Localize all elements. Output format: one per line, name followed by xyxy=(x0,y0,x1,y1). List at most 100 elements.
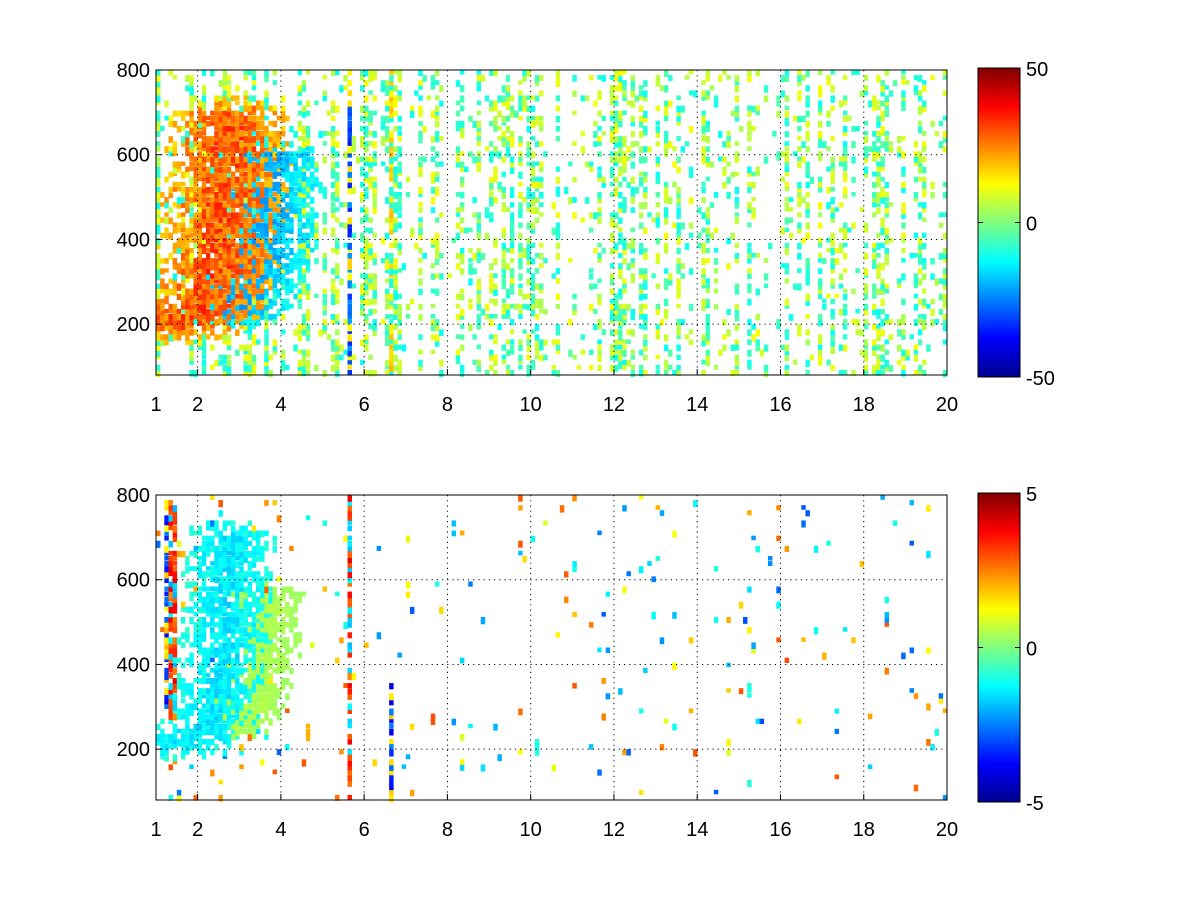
heatmap-cell xyxy=(193,166,198,172)
heatmap-cell xyxy=(534,344,540,351)
heatmap-cell xyxy=(917,329,923,336)
heatmap-cell xyxy=(189,268,194,275)
heatmap-cell xyxy=(285,642,290,649)
heatmap-cell xyxy=(235,166,240,173)
heatmap-cell xyxy=(239,688,244,695)
heatmap-cell xyxy=(872,146,877,152)
heatmap-cell xyxy=(201,606,207,614)
heatmap-cell xyxy=(305,283,311,291)
heatmap-cell xyxy=(372,156,377,163)
heatmap-cell xyxy=(359,247,365,253)
heatmap-cell xyxy=(260,672,265,679)
heatmap-cell xyxy=(297,652,303,659)
heatmap-cell xyxy=(222,202,228,208)
heatmap-cell xyxy=(264,703,269,709)
heatmap-cell xyxy=(205,298,211,305)
heatmap-cell xyxy=(876,308,881,315)
heatmap-cell xyxy=(501,268,506,274)
heatmap-cell xyxy=(272,70,278,76)
heatmap-cell xyxy=(222,525,228,532)
heatmap-cell xyxy=(222,166,228,173)
heatmap-cell xyxy=(805,70,810,78)
heatmap-cell xyxy=(876,115,881,123)
heatmap-cell xyxy=(393,263,398,270)
heatmap-cell xyxy=(805,298,810,307)
heatmap-cell xyxy=(851,192,856,197)
heatmap-cell xyxy=(397,90,402,96)
heatmap-cell xyxy=(364,227,369,233)
heatmap-cell xyxy=(876,344,881,351)
heatmap-cell xyxy=(842,141,848,147)
heatmap-cell xyxy=(239,303,244,311)
heatmap-cell xyxy=(251,647,257,653)
heatmap-cell xyxy=(264,273,269,280)
heatmap-cell xyxy=(230,202,236,208)
heatmap-cell xyxy=(884,70,890,76)
heatmap-cell xyxy=(751,324,756,330)
heatmap-cell xyxy=(497,186,502,192)
heatmap-cell xyxy=(884,359,890,368)
heatmap-cell xyxy=(164,637,169,645)
heatmap-cell xyxy=(305,136,311,142)
heatmap-cell xyxy=(297,237,303,244)
heatmap-cell xyxy=(180,749,186,756)
heatmap-cell xyxy=(156,181,161,187)
heatmap-cell xyxy=(876,253,881,258)
heatmap-cell xyxy=(655,171,661,179)
heatmap-cell xyxy=(255,212,261,217)
heatmap-cell xyxy=(555,115,561,123)
heatmap-cell xyxy=(239,581,244,589)
heatmap-cell xyxy=(455,192,461,197)
heatmap-cell xyxy=(226,678,232,685)
heatmap-cell xyxy=(747,70,752,77)
heatmap-cell xyxy=(251,556,257,564)
heatmap-cell xyxy=(330,105,336,113)
heatmap-cell xyxy=(264,601,269,609)
heatmap-cell xyxy=(201,561,207,567)
heatmap-cell xyxy=(201,632,207,639)
heatmap-cell xyxy=(222,540,228,548)
heatmap-cell xyxy=(368,75,373,82)
heatmap-cell xyxy=(180,273,186,281)
heatmap-cell xyxy=(455,207,461,213)
heatmap-cell xyxy=(301,324,307,329)
heatmap-cell xyxy=(676,268,681,275)
heatmap-cell xyxy=(189,550,194,556)
heatmap-cell xyxy=(285,657,290,665)
heatmap-cell xyxy=(942,339,948,345)
heatmap-cell xyxy=(922,242,927,250)
heatmap-cell xyxy=(226,324,232,332)
heatmap-cell xyxy=(180,713,186,720)
heatmap-cell xyxy=(826,359,831,366)
heatmap-cell xyxy=(734,258,740,264)
heatmap-cell xyxy=(168,217,173,225)
heatmap-cell xyxy=(193,611,198,617)
heatmap-cell xyxy=(226,176,232,183)
heatmap-cell xyxy=(901,181,906,189)
heatmap-cell xyxy=(530,181,536,188)
heatmap-cell xyxy=(260,232,265,239)
heatmap-cell xyxy=(318,181,323,187)
heatmap-cell xyxy=(301,166,307,172)
heatmap-cell xyxy=(476,324,482,330)
heatmap-cell xyxy=(601,115,606,122)
heatmap-cell xyxy=(251,95,257,102)
heatmap-cell xyxy=(797,80,802,87)
heatmap-cell xyxy=(526,202,531,208)
heatmap-cell xyxy=(330,232,336,238)
heatmap-cell xyxy=(180,329,186,336)
heatmap-cell xyxy=(172,591,178,599)
heatmap-cell xyxy=(201,115,207,123)
heatmap-cell xyxy=(501,283,506,289)
heatmap-cell xyxy=(168,115,173,121)
heatmap-cell xyxy=(301,247,307,254)
heatmap-cell xyxy=(251,657,257,666)
heatmap-cell xyxy=(218,652,223,660)
heatmap-cell xyxy=(901,349,906,357)
heatmap-cell xyxy=(230,525,236,533)
heatmap-cell xyxy=(239,217,244,222)
heatmap-cell xyxy=(156,334,161,342)
heatmap-cell xyxy=(688,197,694,205)
heatmap-cell xyxy=(430,303,436,309)
heatmap-cell xyxy=(268,571,273,577)
